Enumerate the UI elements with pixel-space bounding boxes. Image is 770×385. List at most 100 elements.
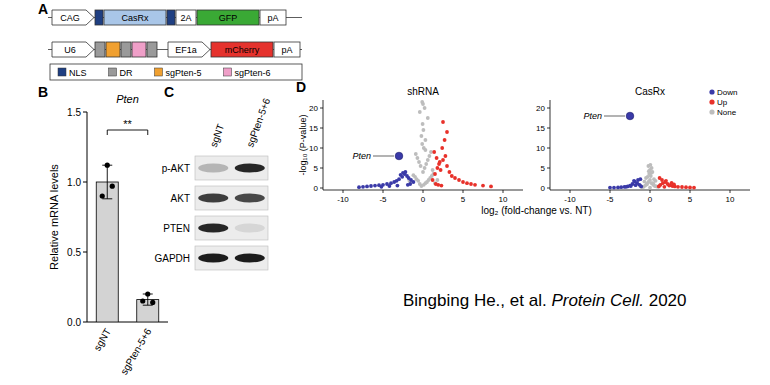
legend-swatch xyxy=(109,68,117,76)
point xyxy=(629,184,633,188)
citation-authors: Bingbing He., et al. xyxy=(403,291,547,310)
point xyxy=(416,156,420,160)
y-axis-line xyxy=(87,112,88,322)
point xyxy=(676,185,680,189)
data-point xyxy=(150,300,155,305)
x-tick xyxy=(343,190,344,193)
element-spacer xyxy=(121,42,131,57)
element-spacer xyxy=(95,42,105,57)
band xyxy=(235,224,265,233)
band xyxy=(198,164,228,173)
significance-label: ** xyxy=(123,118,132,130)
point xyxy=(388,184,392,188)
point xyxy=(658,176,662,180)
y-tick xyxy=(547,108,550,109)
x-tick-label: -10 xyxy=(564,195,576,204)
point xyxy=(431,178,435,182)
blot-strip xyxy=(195,216,268,240)
x-tick xyxy=(730,190,731,193)
x-tick-label: 0 xyxy=(648,195,653,204)
point xyxy=(473,183,477,187)
point xyxy=(420,134,424,138)
point xyxy=(424,148,428,152)
band xyxy=(198,194,228,203)
element-gene xyxy=(197,10,259,25)
point xyxy=(419,164,423,168)
x-tick-label: 5 xyxy=(688,195,693,204)
point xyxy=(489,185,493,189)
citation-journal: Protein Cell. xyxy=(547,291,644,310)
annotation-leader xyxy=(373,156,394,157)
lane-label: sgNT xyxy=(208,122,227,148)
point xyxy=(612,186,616,190)
point xyxy=(423,166,427,170)
bar xyxy=(96,182,118,322)
point xyxy=(608,186,612,190)
y-tick-label: 15 xyxy=(309,124,318,133)
blot-strip xyxy=(195,246,268,270)
x-tick xyxy=(463,190,464,193)
point xyxy=(361,185,365,189)
y-tick xyxy=(320,168,323,169)
chart-title: shRNA xyxy=(407,86,439,97)
panel-label: D xyxy=(296,79,306,95)
point xyxy=(421,122,425,126)
y-tick-label: 15 xyxy=(536,124,545,133)
element-label: pA xyxy=(281,45,292,55)
row-label: AKT xyxy=(171,193,190,204)
y-tick xyxy=(547,128,550,129)
element-guide xyxy=(132,42,146,57)
x-tick-label: 0 xyxy=(421,195,426,204)
point xyxy=(432,150,436,154)
lane-label: sgPten-5+6 xyxy=(244,96,272,148)
legend-swatch xyxy=(155,68,163,76)
point xyxy=(684,185,688,189)
point xyxy=(423,106,427,110)
point xyxy=(634,183,638,187)
marks xyxy=(357,100,493,189)
blot-strip xyxy=(195,186,268,210)
row-label: PTEN xyxy=(163,223,190,234)
y-tick-label: 5 xyxy=(314,164,319,173)
element-short xyxy=(176,10,196,25)
element-pa xyxy=(260,10,286,25)
element-gene xyxy=(104,10,166,25)
y-tick-label: 10 xyxy=(309,144,318,153)
x-tick xyxy=(570,190,571,193)
legend-swatch xyxy=(709,109,714,114)
point xyxy=(680,185,684,189)
y-tick-label: 20 xyxy=(309,104,318,113)
legend-swatch xyxy=(709,89,714,94)
point xyxy=(646,175,650,179)
panel-a: CAGCasRx2AGFPpAU6EF1amCherrypANLSDRsgPte… xyxy=(48,10,302,80)
panel-b: PtenRelative mRNA levels0.00.51.01.5sgNT… xyxy=(48,93,168,377)
point xyxy=(647,169,651,173)
y-tick xyxy=(320,148,323,149)
y-axis-line xyxy=(323,100,324,190)
point xyxy=(380,185,384,189)
row-label: p-AKT xyxy=(162,163,190,174)
element-label: CasRx xyxy=(121,13,149,23)
point xyxy=(453,176,457,180)
x-tick xyxy=(383,190,384,193)
annotation: Pten xyxy=(583,111,602,121)
point xyxy=(418,110,422,114)
point xyxy=(632,179,636,183)
point xyxy=(428,154,432,158)
chart-title: Pten xyxy=(116,93,139,105)
legend-swatch xyxy=(58,68,66,76)
point xyxy=(457,178,461,182)
point xyxy=(436,183,440,187)
point xyxy=(645,183,649,187)
point xyxy=(639,177,643,181)
point xyxy=(651,181,655,185)
point xyxy=(444,154,448,158)
panel-c: sgNTsgPten-5+6p-AKTAKTPTENGAPDH xyxy=(154,96,272,270)
data-point xyxy=(140,298,145,303)
x-tick xyxy=(423,190,424,193)
panel-label: A xyxy=(38,1,48,17)
point xyxy=(461,180,465,184)
panel-label: B xyxy=(38,84,48,100)
y-axis-line xyxy=(550,100,551,190)
data-point xyxy=(145,291,150,296)
